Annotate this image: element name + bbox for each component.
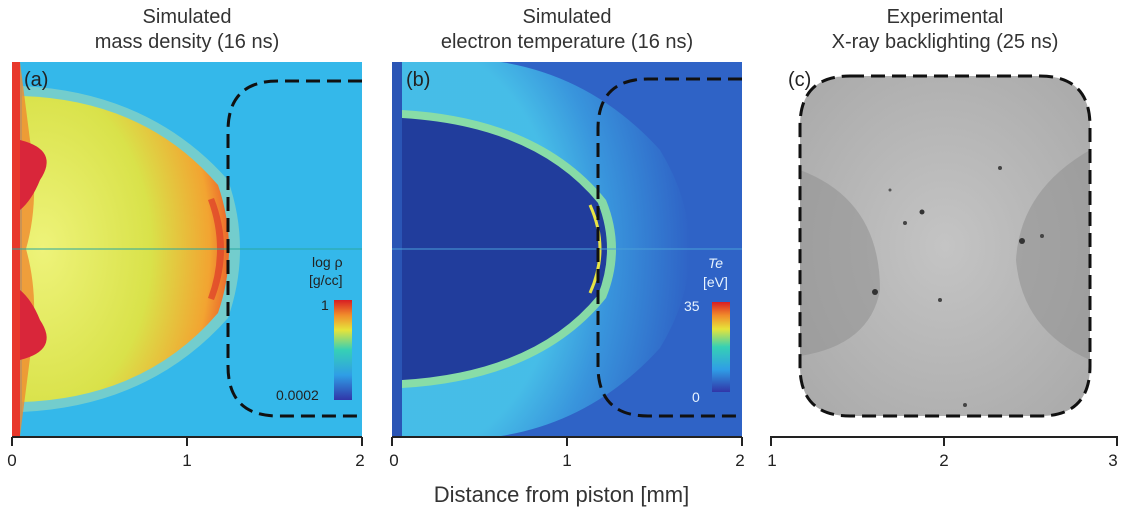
axis-b: [391, 436, 743, 446]
panel-c-label: (c): [788, 69, 811, 91]
panel-c-title-line1: Experimental: [886, 6, 1004, 28]
panel-b-colorbar-max: 35: [684, 298, 700, 314]
panel-a-colorbar-quantity: log ρ: [312, 254, 343, 270]
tick-label: 2: [939, 451, 948, 470]
panel-a-colorbar-max: 1: [321, 297, 329, 313]
panel-a-colorbar-unit: [g/cc]: [309, 272, 342, 288]
panel-b-title: Simulated electron temperature (16 ns): [392, 5, 742, 55]
panel-c-title-line2: X-ray backlighting (25 ns): [831, 31, 1059, 53]
panel-b-image: [392, 62, 742, 436]
tick-label: 3: [1108, 451, 1117, 470]
panel-b-colorbar: [712, 302, 730, 392]
axis-a: [11, 436, 363, 446]
panel-a-title: Simulated mass density (16 ns): [12, 5, 362, 55]
panel-b-colorbar-min: 0: [692, 389, 700, 405]
tick-label: 0: [389, 451, 398, 470]
panel-b-colorbar-unit: [eV]: [703, 274, 728, 290]
panel-b-title-line1: Simulated: [522, 6, 612, 28]
figure-canvas: (a) log ρ [g/cc] 1 0.0002 (b) Te [eV] 35…: [7, 62, 1118, 470]
tick-label: 0: [7, 451, 16, 470]
panel-c-title: Experimental X-ray backlighting (25 ns): [770, 5, 1120, 55]
panel-a-image: [12, 62, 362, 436]
panel-c-image: [798, 74, 1092, 418]
panel-a-colorbar-min: 0.0002: [276, 387, 319, 403]
panel-a-colorbar: [334, 300, 352, 400]
axis-c: [770, 436, 1118, 446]
panel-a-label: (a): [24, 69, 48, 91]
panel-b-colorbar-quantity: Te: [708, 255, 723, 271]
panel-b-label: (b): [406, 69, 430, 91]
panel-b-title-line2: electron temperature (16 ns): [440, 31, 694, 53]
panel-a-title-line1: Simulated: [142, 6, 232, 28]
panel-a-title-line2: mass density (16 ns): [94, 31, 280, 53]
tick-label: 1: [562, 451, 571, 470]
tick-label: 2: [735, 451, 744, 470]
tick-label: 2: [355, 451, 364, 470]
x-axis-label: Distance from piston [mm]: [433, 482, 690, 507]
tick-label: 1: [767, 451, 776, 470]
tick-label: 1: [182, 451, 191, 470]
